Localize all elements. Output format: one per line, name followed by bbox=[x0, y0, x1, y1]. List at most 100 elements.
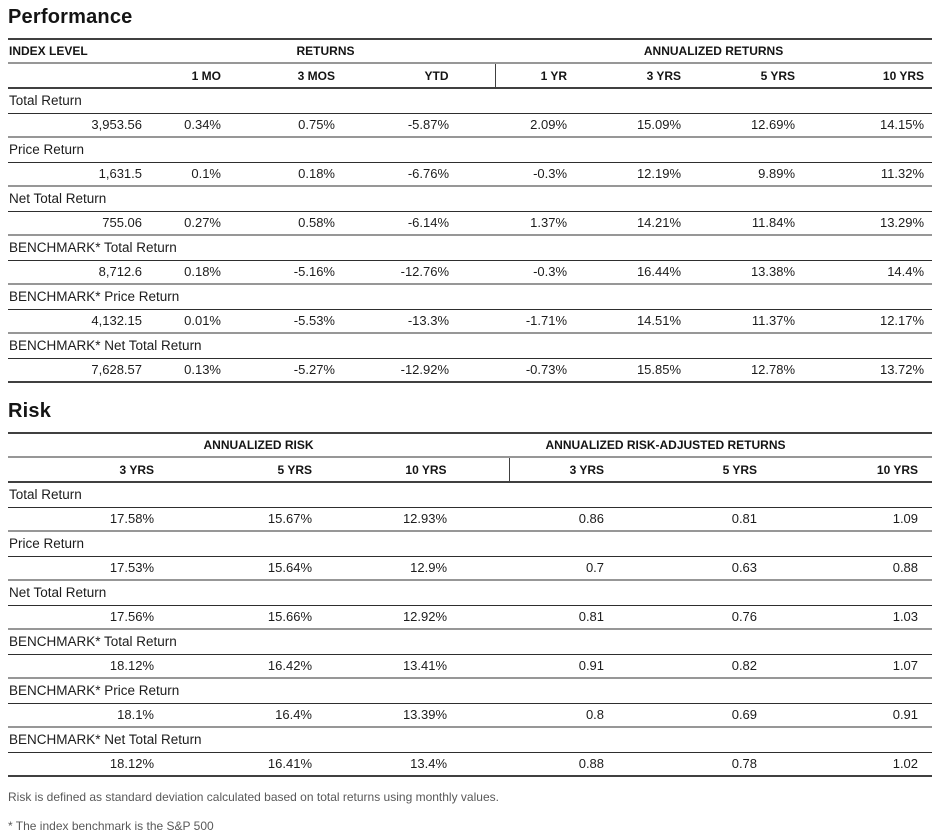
empty-header-cell bbox=[8, 63, 156, 89]
value-cell: -0.73% bbox=[525, 362, 568, 378]
risk-subheader-row: 3 YRS 5 YRS 10 YRS 3 YRS 5 YRS 10 YRS bbox=[8, 457, 933, 483]
col-header-risk-5yrs: 5 YRS bbox=[168, 457, 326, 483]
col-header-1yr: 1 YR bbox=[494, 63, 582, 89]
risk-adjusted-returns-group-header: ANNUALIZED RISK-ADJUSTED RETURNS bbox=[509, 433, 933, 458]
metric-label-row: BENCHMARK* Total Return bbox=[8, 629, 933, 655]
value-cell: 14.51% bbox=[581, 309, 696, 334]
value-cell: 0.63 bbox=[618, 556, 772, 581]
metric-label-row: BENCHMARK* Net Total Return bbox=[8, 333, 933, 359]
value-cell: 15.85% bbox=[636, 362, 682, 378]
col-header-riskadj-5yrs: 5 YRS bbox=[618, 457, 772, 483]
value-cell: 0.78 bbox=[731, 756, 758, 772]
metric-label: BENCHMARK* Net Total Return bbox=[8, 333, 933, 359]
value-cell: 15.67% bbox=[168, 507, 326, 532]
value-cell: 0.18% bbox=[235, 162, 349, 187]
value-cell: -5.87% bbox=[349, 113, 496, 138]
value-cell: 13.72% bbox=[879, 362, 925, 378]
value-cell: 0.58% bbox=[235, 211, 349, 236]
metric-label-row: Price Return bbox=[8, 531, 933, 557]
value-cell: 0.13% bbox=[184, 362, 221, 378]
value-cell: 2.09% bbox=[495, 113, 582, 138]
value-cell: -6.76% bbox=[349, 162, 496, 187]
metric-value-row: 17.58% 15.67% 12.93% 0.86 0.81 1.09 bbox=[8, 507, 933, 532]
performance-group-header-row: INDEX LEVEL RETURNS ANNUALIZED RETURNS bbox=[8, 39, 933, 64]
value-cell: 0.01% bbox=[156, 309, 235, 334]
value-cell: 17.56% bbox=[8, 605, 168, 630]
value-cell: 16.4% bbox=[168, 703, 326, 728]
value-cell: 1.37% bbox=[495, 211, 582, 236]
value-cell: 16.41% bbox=[267, 756, 312, 772]
metric-label: Total Return bbox=[8, 482, 933, 508]
metric-label: Price Return bbox=[8, 531, 933, 557]
value-cell: 0.18% bbox=[156, 260, 235, 285]
col-header-1mo: 1 MO bbox=[156, 63, 235, 89]
col-header-risk-3yrs: 3 YRS bbox=[8, 457, 168, 483]
value-cell: 0.81 bbox=[509, 605, 619, 630]
value-cell: 0.69 bbox=[618, 703, 772, 728]
value-cell: 13.4% bbox=[410, 756, 448, 772]
value-cell: -5.53% bbox=[235, 309, 349, 334]
value-cell: 0.81 bbox=[618, 507, 772, 532]
metric-value-row: 7,628.57 0.13% -5.27% -12.92% -0.73% 15.85% 12… bbox=[8, 358, 932, 382]
value-cell: 1.09 bbox=[771, 507, 933, 532]
value-cell: 1.07 bbox=[771, 654, 933, 679]
value-cell: 0.8 bbox=[509, 703, 619, 728]
annualized-risk-group-header: ANNUALIZED RISK bbox=[8, 433, 510, 458]
metric-value-row: 18.12% 16.41% 13.4% 0.88 0.78 1.02 bbox=[8, 752, 932, 776]
value-cell: 14.15% bbox=[809, 113, 933, 138]
risk-table-body: Total Return 17.58% 15.67% 12.93% 0.86 0.81 1.… bbox=[8, 482, 933, 776]
value-cell: 18.1% bbox=[8, 703, 168, 728]
value-cell: 13.39% bbox=[326, 703, 510, 728]
value-cell: 1,631.5 bbox=[8, 162, 156, 187]
value-cell: -6.14% bbox=[349, 211, 496, 236]
value-cell: 7,628.57 bbox=[91, 362, 142, 378]
value-cell: 11.84% bbox=[695, 211, 810, 236]
value-cell: -12.92% bbox=[400, 362, 450, 378]
value-cell: -0.3% bbox=[495, 260, 582, 285]
value-cell: 0.88 bbox=[771, 556, 933, 581]
col-header-ytd: YTD bbox=[349, 63, 496, 89]
value-cell: 0.1% bbox=[156, 162, 235, 187]
performance-section-title: Performance bbox=[8, 6, 133, 28]
value-cell: 4,132.15 bbox=[8, 309, 156, 334]
metric-value-row: 17.56% 15.66% 12.92% 0.81 0.76 1.03 bbox=[8, 605, 933, 630]
value-cell: 8,712.6 bbox=[8, 260, 156, 285]
metric-label-row: BENCHMARK* Price Return bbox=[8, 284, 933, 310]
benchmark-footnote: * The index benchmark is the S&P 500 bbox=[8, 819, 214, 833]
value-cell: 12.17% bbox=[809, 309, 933, 334]
value-cell: 12.69% bbox=[695, 113, 810, 138]
value-cell: 0.91 bbox=[509, 654, 619, 679]
value-cell: 1.03 bbox=[771, 605, 933, 630]
risk-table: ANNUALIZED RISK ANNUALIZED RISK-ADJUSTED… bbox=[8, 432, 933, 777]
value-cell: -5.16% bbox=[235, 260, 349, 285]
col-header-3yrs: 3 YRS bbox=[581, 63, 696, 89]
value-cell: 15.64% bbox=[168, 556, 326, 581]
performance-table: INDEX LEVEL RETURNS ANNUALIZED RETURNS 1… bbox=[8, 38, 933, 383]
performance-subheader-row: 1 MO 3 MOS YTD 1 YR 3 YRS 5 YRS 10 YRS bbox=[8, 63, 933, 89]
metric-value-row: 18.12% 16.42% 13.41% 0.91 0.82 1.07 bbox=[8, 654, 933, 679]
metric-label: Total Return bbox=[8, 88, 933, 114]
metric-value-row: 4,132.15 0.01% -5.53% -13.3% -1.71% 14.51% 11.… bbox=[8, 309, 933, 334]
value-cell: 17.53% bbox=[8, 556, 168, 581]
metric-label: BENCHMARK* Net Total Return bbox=[8, 727, 933, 753]
metric-label-row: BENCHMARK* Net Total Return bbox=[8, 727, 933, 753]
metric-label: Price Return bbox=[8, 137, 933, 163]
value-cell: 11.37% bbox=[695, 309, 810, 334]
value-cell: 14.4% bbox=[809, 260, 933, 285]
value-cell: 17.58% bbox=[8, 507, 168, 532]
value-cell: 18.12% bbox=[8, 654, 168, 679]
col-header-riskadj-3yrs: 3 YRS bbox=[508, 457, 619, 483]
col-header-5yrs: 5 YRS bbox=[695, 63, 810, 89]
value-cell: 1.02 bbox=[892, 756, 919, 772]
value-cell: 15.09% bbox=[581, 113, 696, 138]
metric-label-row: Price Return bbox=[8, 137, 933, 163]
value-cell: 0.76 bbox=[618, 605, 772, 630]
returns-group-header: RETURNS bbox=[156, 39, 496, 64]
metric-label-row: Total Return bbox=[8, 88, 933, 114]
metric-label: BENCHMARK* Total Return bbox=[8, 629, 933, 655]
metric-value-row: 755.06 0.27% 0.58% -6.14% 1.37% 14.21% 11.84% 1… bbox=[8, 211, 933, 236]
metric-value-row: 18.1% 16.4% 13.39% 0.8 0.69 0.91 bbox=[8, 703, 933, 728]
col-header-risk-10yrs: 10 YRS bbox=[326, 457, 510, 483]
risk-group-header-row: ANNUALIZED RISK ANNUALIZED RISK-ADJUSTED… bbox=[8, 433, 933, 458]
risk-section-title: Risk bbox=[8, 400, 52, 422]
